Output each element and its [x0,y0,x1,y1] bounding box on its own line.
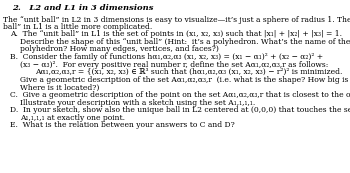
Text: (x₃ − α₃)².  For every positive real number r, define the set Aα₁,α₂,α₃,r as fol: (x₃ − α₃)². For every positive real numb… [20,61,329,69]
Text: Where is it located?): Where is it located?) [20,83,100,91]
Text: A.  The “unit ball” in L1 is the set of points in (x₁, x₂, x₃) such that |x₁| + : A. The “unit ball” in L1 is the set of p… [10,30,343,38]
Text: The “unit ball” in L2 in 3 dimensions is easy to visualize—it’s just a sphere of: The “unit ball” in L2 in 3 dimensions is… [3,16,350,24]
Text: D.  In your sketch, show also the unique ball in L2 centered at (0,0,0) that tou: D. In your sketch, show also the unique … [10,106,350,114]
Text: Give a geometric description of the set Aα₁,α₂,α₃,r  (i.e. what is the shape? Ho: Give a geometric description of the set … [20,76,350,84]
Text: Aα₁,α₂,α₃,r = {(x₁, x₂, x₃) ∈ ℝ³ such that (hα₁,α₂,α₃ (x₁, x₂, x₃) − r²)² is min: Aα₁,α₂,α₃,r = {(x₁, x₂, x₃) ∈ ℝ³ such th… [35,68,342,76]
Text: Illustrate your description with a sketch using the set A₁,₁,₁,₁.: Illustrate your description with a sketc… [20,99,256,107]
Text: ball” in L1 is a little more complicated.: ball” in L1 is a little more complicated… [3,23,152,31]
Text: C.  Give a geometric description of the point on the set Aα₁,α₂,α₃,r that is clo: C. Give a geometric description of the p… [10,91,350,99]
Text: B.  Consider the family of functions hα₁,α₂,α₃ (x₁, x₂, x₃) = (x₁ − α₁)² + (x₂ −: B. Consider the family of functions hα₁,… [10,53,324,61]
Text: 2.   L2 and L1 in 3 dimensions: 2. L2 and L1 in 3 dimensions [12,4,154,12]
Text: Describe the shape of this “unit ball” (Hint:  it’s a polyhedron. What’s the nam: Describe the shape of this “unit ball” (… [20,38,350,46]
Text: A₁,₁,₁,₁ at exactly one point.: A₁,₁,₁,₁ at exactly one point. [20,114,125,122]
Text: polyhedron? How many edges, vertices, and faces?): polyhedron? How many edges, vertices, an… [20,45,219,53]
Text: E.  What is the relation between your answers to C and D?: E. What is the relation between your ans… [10,121,235,129]
